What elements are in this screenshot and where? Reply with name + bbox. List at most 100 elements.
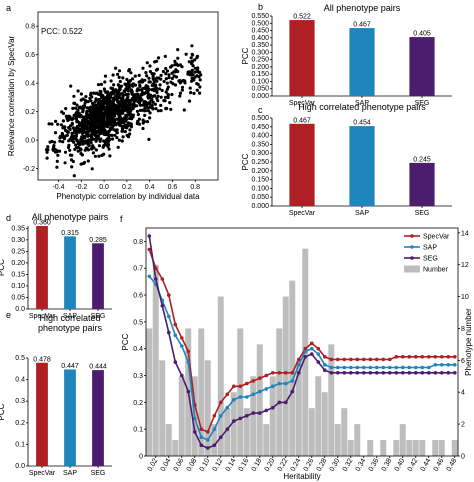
panel-label-a: a	[6, 3, 11, 13]
y-tick-label: 0.350	[251, 42, 269, 49]
scatter-point	[147, 76, 151, 80]
scatter-point	[130, 83, 134, 87]
y2-tick-label: 8	[461, 326, 465, 333]
scatter-point	[191, 64, 195, 68]
series-point	[414, 371, 418, 375]
number-bar	[393, 440, 400, 456]
scatter-point	[189, 91, 193, 95]
x-tick-label: 0.8	[190, 184, 200, 191]
scatter-point	[91, 127, 95, 131]
scatter-point	[86, 148, 90, 152]
scatter-point	[152, 72, 156, 76]
scatter-point	[123, 130, 127, 134]
scatter-point	[164, 106, 168, 110]
series-point	[180, 373, 184, 378]
series-point	[446, 355, 451, 359]
series-point	[440, 363, 444, 367]
scatter-point	[156, 94, 160, 98]
series-point	[342, 371, 347, 375]
series-point	[420, 365, 425, 370]
panel-label-d: d	[6, 213, 11, 223]
scatter-point	[70, 131, 74, 135]
scatter-point	[111, 101, 115, 105]
scatter-point	[119, 122, 123, 126]
series-point	[362, 365, 366, 370]
scatter-point	[91, 144, 95, 148]
series-point	[186, 389, 191, 394]
scatter-point	[60, 110, 64, 114]
scatter-point	[69, 158, 74, 162]
scatter-point	[53, 131, 58, 135]
scatter-point	[102, 87, 106, 91]
scatter-point	[63, 135, 67, 139]
scatter-point	[77, 127, 81, 131]
y-tick-label: 0.4	[133, 346, 143, 353]
scatter-point	[97, 119, 101, 123]
scatter-point	[61, 119, 65, 123]
bar-seg	[409, 162, 435, 206]
scatter-point	[182, 108, 186, 112]
scatter-point	[189, 56, 193, 60]
series-point	[264, 373, 269, 378]
scatter-point	[187, 99, 192, 103]
number-bar	[282, 296, 289, 456]
scatter-point	[58, 139, 62, 143]
scatter-point	[102, 98, 106, 102]
bar-seg	[409, 37, 435, 96]
series-point	[420, 371, 425, 375]
bar-seg	[92, 243, 104, 309]
y-tick-label: 0.000	[251, 93, 269, 100]
y2-tick-label: 0	[461, 454, 465, 461]
series-point	[173, 360, 178, 364]
scatter-point	[84, 99, 88, 103]
y-tick-label: 0.3	[133, 373, 143, 380]
scatter-point	[141, 103, 145, 107]
scatter-point	[192, 91, 196, 95]
scatter-point	[76, 89, 80, 93]
y-axis-label: PCC	[241, 47, 250, 64]
scatter-point	[164, 66, 168, 71]
scatter-point	[74, 137, 78, 141]
series-point	[225, 427, 230, 432]
legend-marker	[410, 245, 414, 249]
series-point	[297, 363, 301, 367]
series-point	[355, 365, 360, 370]
scatter-point	[165, 81, 169, 85]
x-tick-label: SpecVar	[289, 100, 316, 107]
scatter-point	[111, 73, 115, 77]
series-point	[407, 365, 412, 370]
y-tick-label: 0.100	[251, 78, 269, 85]
scatter-point	[52, 144, 56, 148]
series-point	[147, 274, 152, 279]
panel-d-bar: 0.0 0.05 0.10 0.15 0.20 0.25 0.30 0.35 0.360 Spec…	[0, 212, 112, 320]
x-tick-label: 0.12	[212, 457, 225, 472]
number-bar	[237, 328, 244, 456]
number-bar	[412, 440, 419, 456]
series-point	[329, 357, 334, 362]
scatter-point	[73, 131, 77, 135]
y2-tick-label: 12	[461, 262, 469, 269]
series-point	[323, 368, 327, 373]
series-point	[427, 371, 431, 375]
bar-sap	[349, 126, 375, 206]
y-axis-label: PCC	[0, 403, 6, 420]
scatter-point	[100, 153, 104, 157]
scatter-point	[146, 87, 150, 91]
scatter-point	[66, 118, 70, 123]
scatter-point	[69, 84, 73, 88]
scatter-point	[103, 143, 107, 147]
x-tick-label: 0.38	[381, 457, 394, 472]
scatter-point	[88, 109, 92, 114]
scatter-point	[167, 76, 171, 80]
scatter-point	[74, 106, 78, 110]
series-point	[167, 293, 171, 297]
series-point	[290, 389, 295, 394]
y2-tick-label: 14	[461, 230, 469, 237]
y-tick-label: 0.400	[251, 35, 269, 42]
scatter-point	[45, 150, 49, 154]
scatter-point	[164, 72, 168, 76]
scatter-point	[115, 131, 119, 135]
series-point	[401, 365, 405, 370]
y-tick-label: 0.10	[11, 283, 25, 290]
series-point	[407, 355, 412, 359]
